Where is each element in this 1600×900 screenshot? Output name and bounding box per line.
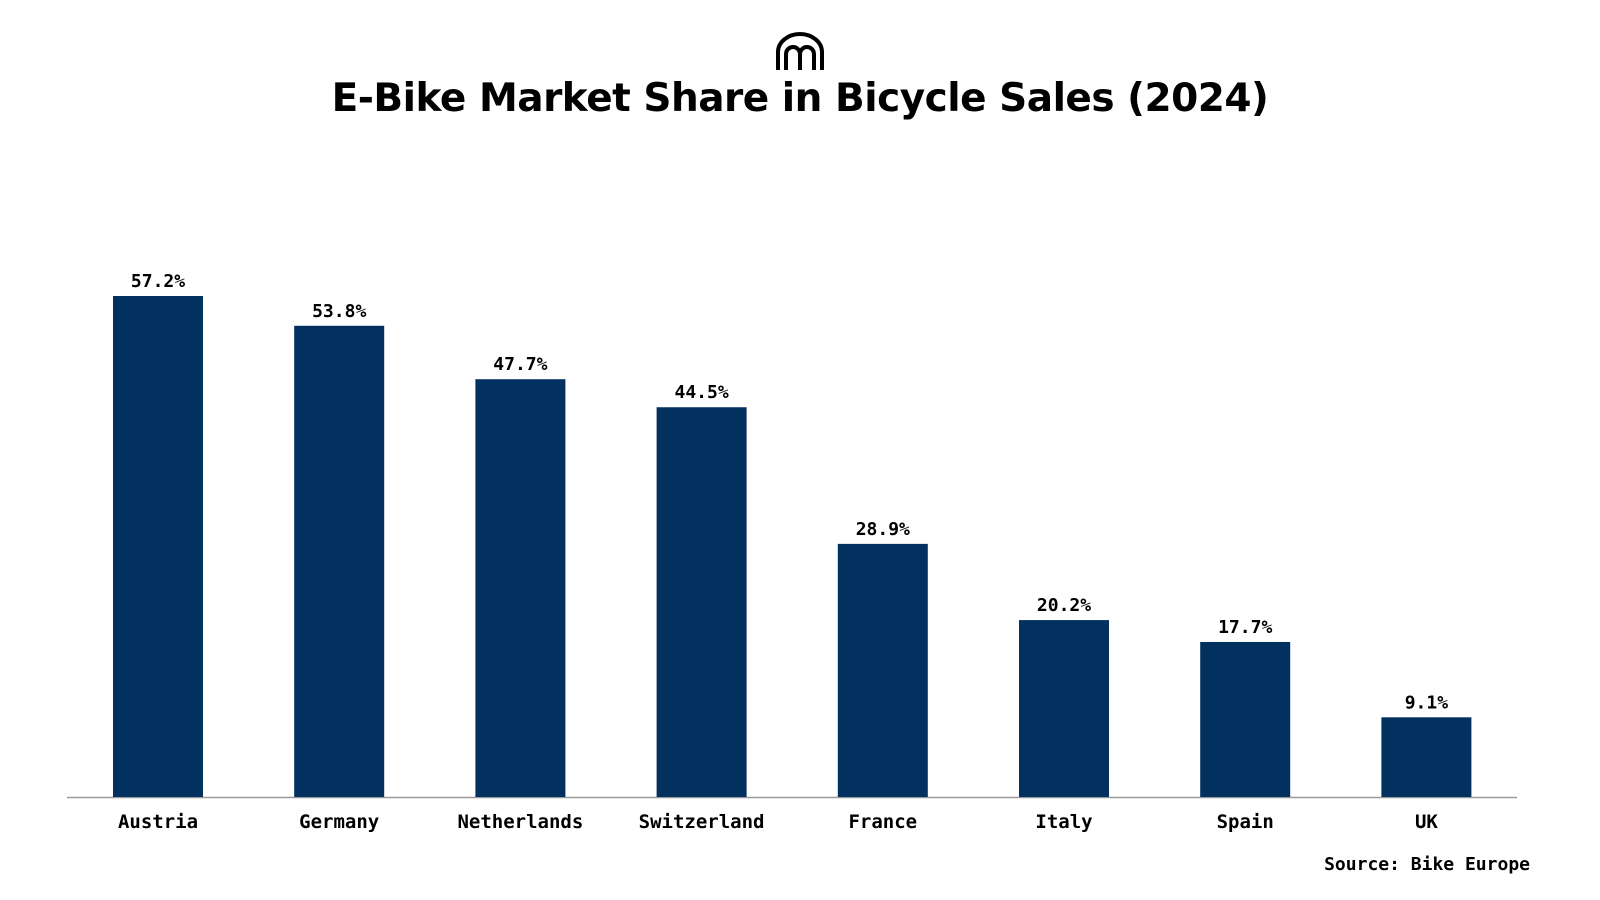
category-label: Netherlands bbox=[457, 811, 583, 833]
value-label: 17.7% bbox=[1218, 617, 1272, 638]
value-label: 53.8% bbox=[312, 301, 366, 322]
bar-austria bbox=[113, 296, 203, 797]
bar-spain bbox=[1200, 641, 1291, 797]
category-label: Austria bbox=[118, 811, 198, 833]
bar-france bbox=[837, 543, 928, 797]
category-label: Germany bbox=[299, 811, 379, 833]
bar-netherlands bbox=[475, 379, 566, 797]
category-label: UK bbox=[1415, 811, 1438, 833]
category-label: Switzerland bbox=[639, 811, 765, 833]
category-label: Italy bbox=[1035, 811, 1092, 833]
source-note: Source: Bike Europe bbox=[1324, 854, 1530, 875]
value-label: 9.1% bbox=[1405, 692, 1449, 713]
chart-title: E-Bike Market Share in Bicycle Sales (20… bbox=[331, 76, 1269, 121]
category-label: France bbox=[848, 811, 917, 833]
value-label: 44.5% bbox=[675, 382, 729, 403]
bar-switzerland bbox=[656, 407, 747, 797]
arch-logo-icon bbox=[776, 32, 824, 70]
bar-germany bbox=[294, 325, 385, 797]
bar-uk bbox=[1381, 717, 1472, 797]
bar-italy bbox=[1019, 620, 1109, 797]
value-label: 47.7% bbox=[493, 354, 547, 375]
value-label: 57.2% bbox=[131, 271, 185, 292]
category-label: Spain bbox=[1217, 811, 1274, 833]
value-label: 20.2% bbox=[1037, 595, 1091, 616]
value-label: 28.9% bbox=[856, 519, 910, 540]
